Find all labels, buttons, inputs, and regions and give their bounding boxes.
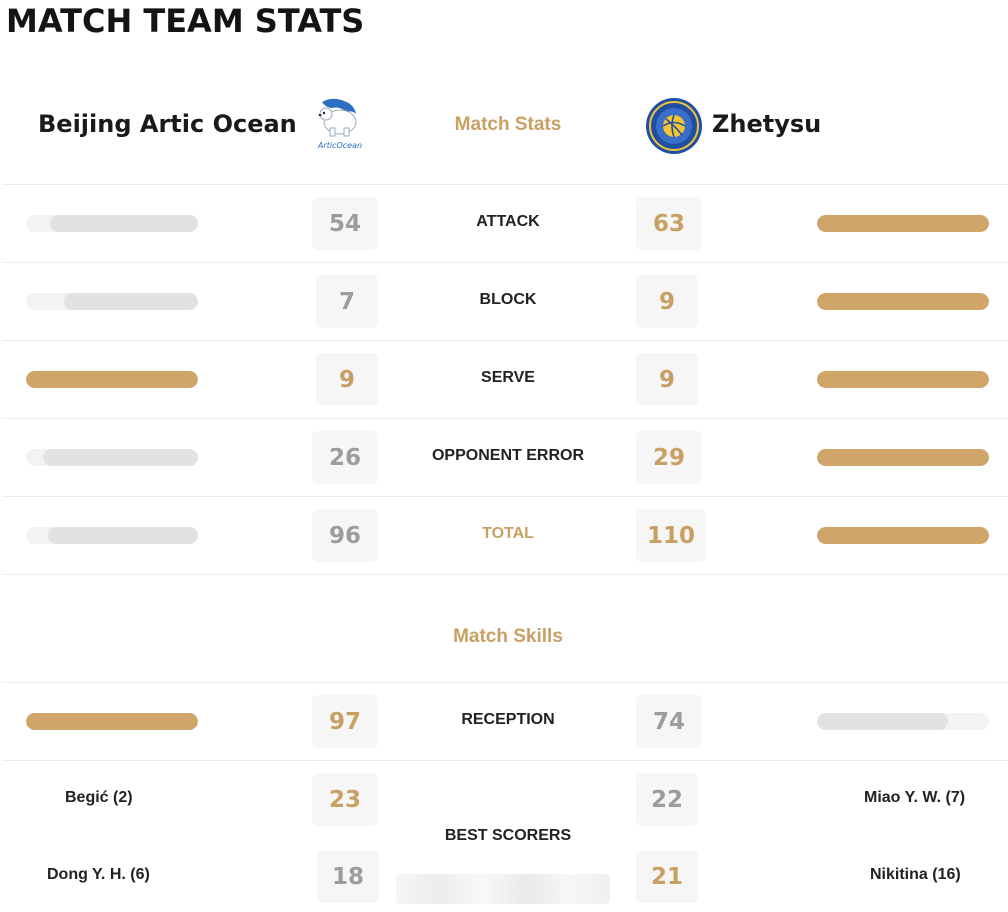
away-scorer-value: 21 [636,850,698,903]
divider [2,760,1008,761]
home-scorer-name: Dong Y. H. (6) [47,866,150,883]
away-value: 110 [636,509,706,562]
home-team-name: Beijing Artic Ocean [38,110,297,138]
divider [2,682,1008,683]
away-scorer-name: Nikitina (16) [870,866,961,883]
divider [2,574,1008,575]
home-scorer-name: Begić (2) [65,789,133,806]
home-bar-fill [64,293,198,310]
away-bar [817,215,989,232]
match-stats-title: Match Stats [454,114,562,135]
away-bar [817,371,989,388]
away-bar [817,713,989,730]
home-bar [26,293,198,310]
divider [2,340,1008,341]
home-bar-fill [50,215,198,232]
away-value: 63 [636,197,702,250]
home-logo-text: ArticOcean [317,141,362,150]
home-bar-fill [26,713,198,730]
home-bar [26,215,198,232]
divider [2,496,1008,497]
divider [2,262,1008,263]
watermark-overlay [396,874,610,904]
away-scorer-value: 22 [636,773,698,826]
away-value: 9 [636,275,698,328]
home-value: 26 [312,431,378,484]
stat-label: RECEPTION [461,711,555,728]
divider [2,418,1008,419]
stat-label: OPPONENT ERROR [431,447,584,464]
away-value: 74 [636,695,702,748]
best-scorers-label: BEST SCORERS [444,827,572,844]
home-bar-fill [26,371,198,388]
away-bar [817,293,989,310]
away-bar-fill [817,293,989,310]
home-bar [26,713,198,730]
away-bar-fill [817,215,989,232]
polar-bear-logo-icon: ArticOcean [310,96,372,154]
page-title: MATCH TEAM STATS [6,2,365,40]
home-value: 97 [312,695,378,748]
divider [2,184,1008,185]
away-value: 29 [636,431,702,484]
volleyball-club-crest-icon [644,97,704,155]
away-bar-fill [817,713,948,730]
home-bar-fill [43,449,198,466]
home-bar-fill [48,527,198,544]
stat-label: SERVE [481,369,535,386]
home-bar [26,449,198,466]
home-value: 9 [316,353,378,406]
home-bar [26,371,198,388]
away-bar-fill [817,527,989,544]
away-scorer-name: Miao Y. W. (7) [864,789,966,806]
stat-label: TOTAL [482,525,534,542]
away-bar-fill [817,371,989,388]
home-value: 7 [316,275,378,328]
home-scorer-value: 23 [312,773,378,826]
home-value: 54 [312,197,378,250]
away-bar-fill [817,449,989,466]
home-value: 96 [312,509,378,562]
home-scorer-value: 18 [317,850,379,903]
away-bar [817,449,989,466]
away-team-name: Zhetysu [712,110,822,138]
home-bar [26,527,198,544]
stat-label: BLOCK [479,291,537,308]
match-skills-title: Match Skills [453,626,563,647]
away-bar [817,527,989,544]
away-value: 9 [636,353,698,406]
stat-label: ATTACK [476,213,540,230]
